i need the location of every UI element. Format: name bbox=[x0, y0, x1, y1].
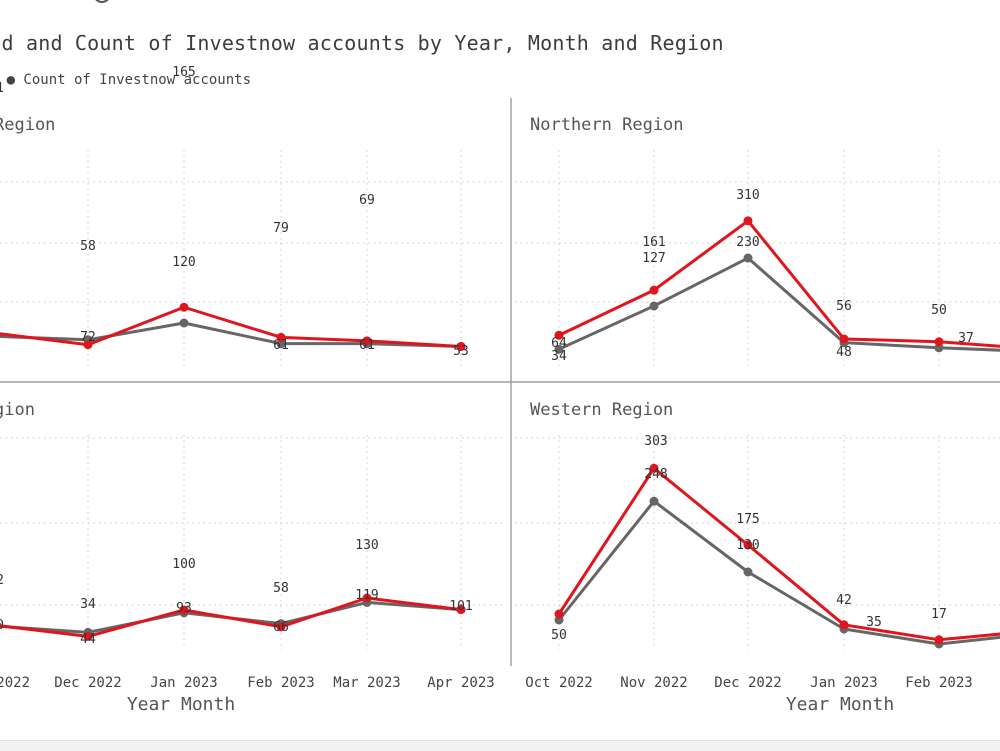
data-label: 35 bbox=[866, 615, 882, 630]
data-point-red[interactable] bbox=[554, 609, 564, 619]
data-point-red[interactable] bbox=[743, 540, 753, 550]
data-label: 72 bbox=[80, 330, 96, 345]
x-tick-label: Dec 2022 bbox=[54, 675, 121, 691]
data-label: 64 bbox=[551, 336, 567, 351]
data-point-count[interactable] bbox=[179, 318, 189, 328]
series-line-red bbox=[0, 305, 462, 348]
data-label: 66 bbox=[273, 620, 289, 635]
data-point-red[interactable] bbox=[179, 605, 189, 615]
chart-title: Red and Count of Investnow accounts by Y… bbox=[0, 31, 724, 55]
chart-panel-2: gion 2 34 100 58 130 0 44 93 66 119 101 2022 Dec 2022… bbox=[0, 400, 505, 715]
x-axis-title: Year Month bbox=[127, 694, 235, 715]
data-label: 303 bbox=[644, 434, 667, 449]
data-point-red[interactable] bbox=[362, 336, 372, 346]
x-axis-title: Year Month bbox=[786, 694, 894, 715]
data-label: 58 bbox=[80, 239, 96, 254]
data-point-count[interactable] bbox=[649, 496, 659, 506]
data-label: 130 bbox=[355, 538, 378, 553]
data-label: 50 bbox=[931, 303, 947, 318]
series-line-red bbox=[557, 466, 1000, 642]
data-label: 248 bbox=[644, 467, 667, 482]
footer-bar bbox=[0, 740, 1000, 751]
data-label: 79 bbox=[273, 221, 289, 236]
data-label: 48 bbox=[836, 345, 852, 360]
data-label: 58 bbox=[273, 581, 289, 596]
x-tick-label: Oct 2022 bbox=[525, 675, 592, 691]
series-line-count bbox=[557, 499, 1000, 646]
data-point-red[interactable] bbox=[83, 340, 93, 350]
data-point-count[interactable] bbox=[743, 567, 753, 577]
chart-panel-3: Western Region 303 175 42 17 50 248 130 35 Oct 20… bbox=[515, 400, 1000, 715]
data-point-red[interactable] bbox=[934, 635, 944, 645]
data-label: 127 bbox=[642, 251, 665, 266]
data-point-red[interactable] bbox=[839, 334, 849, 344]
data-label: 44 bbox=[80, 632, 96, 647]
data-label: 161 bbox=[642, 235, 665, 250]
data-point-red[interactable] bbox=[743, 216, 753, 226]
data-label: 119 bbox=[355, 588, 378, 603]
data-point-red[interactable] bbox=[276, 332, 286, 342]
series-line-count bbox=[0, 321, 462, 348]
panel-title: Northern Region bbox=[530, 115, 684, 135]
data-label: 37 bbox=[958, 331, 974, 346]
data-point-count[interactable] bbox=[554, 344, 564, 354]
data-label: 61 bbox=[273, 338, 289, 353]
data-label: 34 bbox=[80, 597, 96, 612]
data-label: 17 bbox=[931, 607, 947, 622]
data-label: 1 bbox=[0, 81, 4, 96]
data-label: 50 bbox=[551, 628, 567, 643]
data-point-red[interactable] bbox=[649, 285, 659, 295]
logo-icon bbox=[95, 0, 109, 3]
data-point-count[interactable] bbox=[276, 339, 286, 349]
data-label: 42 bbox=[836, 593, 852, 608]
x-tick-label: Apr 2023 bbox=[427, 675, 494, 691]
series-line-count bbox=[558, 256, 1000, 352]
data-point-red[interactable] bbox=[649, 463, 659, 473]
x-tick-label: Nov 2022 bbox=[620, 675, 687, 691]
data-point-red[interactable] bbox=[456, 605, 466, 615]
data-label: 34 bbox=[551, 349, 567, 364]
x-tick-label: Jan 2023 bbox=[150, 675, 217, 691]
x-tick-label: Mar 2023 bbox=[333, 675, 400, 691]
x-tick-label: Feb 2023 bbox=[247, 675, 314, 691]
chart-legend: ● Red ● Count of Investnow accounts bbox=[0, 72, 252, 88]
panel-title: Western Region bbox=[530, 400, 673, 420]
series-line-red bbox=[558, 219, 1000, 348]
chart-panel-1: Northern Region 64 161 310 56 50 34 127 230 48 37 bbox=[515, 115, 1000, 368]
x-tick-label: 2022 bbox=[0, 675, 30, 691]
data-label: 230 bbox=[736, 235, 759, 250]
x-tick-label: Jan 2023 bbox=[810, 675, 877, 691]
data-point-red[interactable] bbox=[179, 302, 189, 312]
data-label: 165 bbox=[172, 65, 195, 80]
data-point-red[interactable] bbox=[934, 337, 944, 347]
data-label: 120 bbox=[172, 255, 195, 270]
data-label: 101 bbox=[449, 599, 472, 614]
data-label: 130 bbox=[736, 538, 759, 553]
data-point-red[interactable] bbox=[276, 622, 286, 632]
x-tick-label: Dec 2022 bbox=[714, 675, 781, 691]
data-point-red[interactable] bbox=[83, 631, 93, 641]
data-label: 100 bbox=[172, 557, 195, 572]
data-label: 53 bbox=[453, 344, 469, 359]
series-line-red bbox=[0, 596, 462, 638]
data-label: 93 bbox=[176, 601, 192, 616]
x-tick-label: Feb 2023 bbox=[905, 675, 972, 691]
data-label: 61 bbox=[359, 338, 375, 353]
chart-panel-0: Region 1 58 165 79 69 72 120 61 61 53 bbox=[0, 65, 505, 368]
data-point-red[interactable] bbox=[554, 330, 564, 340]
data-label: 175 bbox=[736, 512, 759, 527]
data-point-red[interactable] bbox=[456, 341, 466, 351]
data-label: 69 bbox=[359, 193, 375, 208]
data-label: 56 bbox=[836, 299, 852, 314]
panel-title: gion bbox=[0, 400, 35, 420]
data-point-count[interactable] bbox=[649, 301, 659, 311]
data-point-count[interactable] bbox=[743, 253, 753, 263]
data-point-red[interactable] bbox=[839, 620, 849, 630]
data-point-red[interactable] bbox=[362, 593, 372, 603]
data-label: 2 bbox=[0, 573, 4, 588]
data-label: 0 bbox=[0, 618, 4, 633]
panel-title: Region bbox=[0, 115, 55, 135]
data-label: 310 bbox=[736, 188, 759, 203]
